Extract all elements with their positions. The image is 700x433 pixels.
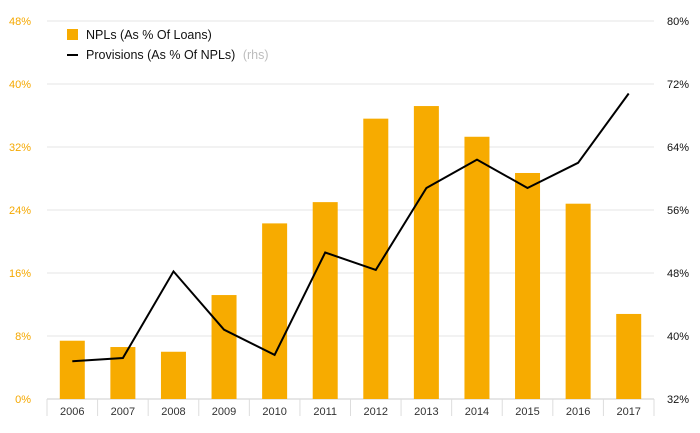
bar-npls [464,136,490,399]
legend-label-provisions-row: Provisions (As % Of NPLs) (rhs) [86,48,269,62]
bar-npls [565,203,591,399]
y-right-tick-label: 80% [667,16,689,28]
bar-npls [59,340,85,399]
y-right-tick-label: 64% [667,142,689,154]
legend-swatch-npls [67,29,78,40]
bar-npls [616,313,642,399]
bar-npls [363,118,389,400]
y-left-tick-label: 8% [15,331,31,343]
legend-label-rhs: (rhs) [243,48,269,62]
x-tick-label: 2011 [313,406,337,418]
legend-label-provisions: Provisions (As % Of NPLs) [86,48,235,62]
y-right-tick-label: 32% [667,394,689,406]
line-series [72,92,630,363]
x-tick-label: 2016 [566,406,590,418]
bar-npls [160,351,186,399]
line-provisions [72,92,630,363]
y-right-tick-label: 56% [667,205,689,217]
x-tick-label: 2012 [364,406,388,418]
axes: 0% 32% 8% 40% 16% 48% 24% 56% 32% 64% 40% 72% 48% 80%… [9,16,689,418]
x-tick-label: 2015 [515,406,539,418]
y-right-tick-label: 40% [667,331,689,343]
bar-series [59,106,642,400]
y-left-tick-label: 24% [9,205,31,217]
y-left-tick-label: 48% [9,16,31,28]
bar-npls [211,295,237,399]
bar-npls [413,106,439,400]
bar-npls [110,347,136,399]
legend: NPLs (As % Of Loans) Provisions (As % Of… [67,28,269,62]
x-tick-label: 2017 [616,406,640,418]
y-right-tick-label: 72% [667,79,689,91]
y-left-tick-label: 16% [9,268,31,280]
x-tick-label: 2006 [60,406,84,418]
x-tick-label: 2013 [414,406,438,418]
bar-npls [515,172,541,399]
y-left-tick-label: 40% [9,79,31,91]
x-tick-label: 2008 [161,406,185,418]
y-left-tick-label: 32% [9,142,31,154]
legend-label-npls: NPLs (As % Of Loans) [86,28,212,42]
y-right-tick-label: 48% [667,268,689,280]
grid-lines [47,20,654,400]
y-left-tick-label: 0% [15,394,31,406]
x-tick-label: 2014 [465,406,489,418]
bar-npls [312,202,338,399]
x-tick-label: 2009 [212,406,236,418]
x-tick-label: 2007 [111,406,135,418]
bar-npls [262,223,288,399]
x-tick-label: 2010 [262,406,286,418]
